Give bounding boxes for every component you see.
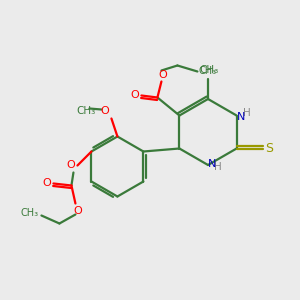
Text: O: O — [42, 178, 51, 188]
Text: H: H — [243, 109, 250, 118]
Text: O: O — [73, 206, 82, 215]
Text: O: O — [66, 160, 75, 170]
Text: N: N — [236, 112, 245, 122]
Text: O: O — [130, 89, 139, 100]
Text: CH₃: CH₃ — [198, 67, 217, 76]
Text: S: S — [266, 142, 274, 155]
Text: CH₃: CH₃ — [20, 208, 38, 218]
Text: N: N — [208, 159, 216, 169]
Text: CH₃: CH₃ — [200, 65, 219, 75]
Text: O: O — [158, 70, 167, 80]
Text: CH₃: CH₃ — [77, 106, 96, 116]
Text: H: H — [214, 162, 222, 172]
Text: O: O — [100, 106, 109, 116]
